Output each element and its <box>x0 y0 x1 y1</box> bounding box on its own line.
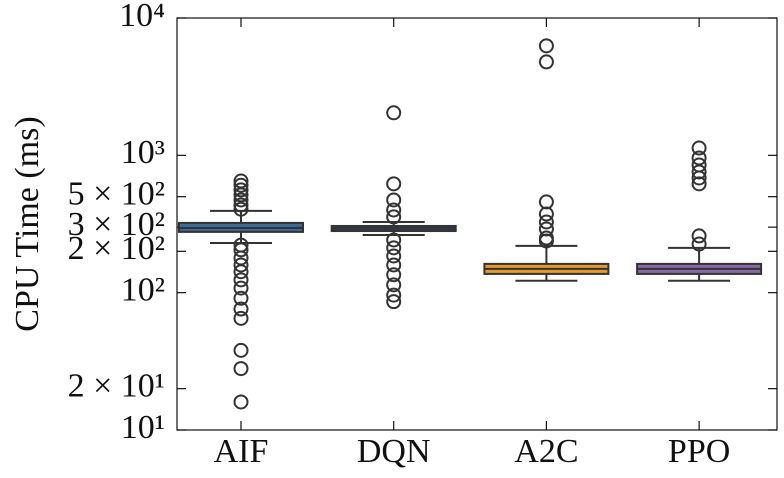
outlier <box>233 290 249 306</box>
outlier <box>233 342 249 358</box>
outlier <box>233 242 249 258</box>
outlier <box>538 206 554 222</box>
y-tick-label: 10³ <box>121 134 165 171</box>
outlier <box>538 194 554 210</box>
outlier <box>691 236 707 252</box>
outlier <box>233 264 249 280</box>
outlier <box>233 272 249 288</box>
y-tick-label: 10⁴ <box>119 0 165 34</box>
outlier <box>386 176 402 192</box>
outlier <box>386 267 402 283</box>
outlier <box>386 240 402 256</box>
y-tick-label: 2 × 10¹ <box>68 367 165 404</box>
x-tick-label: AIF <box>214 433 269 470</box>
outlier <box>538 233 554 249</box>
outlier <box>233 394 249 410</box>
outlier <box>386 232 402 248</box>
outlier <box>386 209 402 225</box>
outlier <box>233 361 249 377</box>
outlier <box>233 197 249 213</box>
outlier <box>386 105 402 121</box>
outlier <box>233 177 249 193</box>
outlier <box>386 257 402 273</box>
outlier <box>691 170 707 186</box>
outlier <box>233 187 249 203</box>
x-tick-label: A2C <box>514 433 578 470</box>
outlier <box>691 140 707 156</box>
x-tick-label: DQN <box>357 433 431 470</box>
y-tick-label: 5 × 10² <box>68 175 165 212</box>
y-axis-label: CPU Time (ms) <box>9 116 46 331</box>
outlier <box>233 201 249 217</box>
plot-frame <box>176 17 778 431</box>
outlier <box>233 257 249 273</box>
outlier <box>233 280 249 296</box>
y-tick-label: 2 × 10² <box>68 230 165 267</box>
outlier <box>233 310 249 326</box>
outlier <box>386 248 402 264</box>
outlier <box>691 164 707 180</box>
outlier <box>386 192 402 208</box>
y-tick-label: 10¹ <box>121 409 165 446</box>
outlier <box>386 277 402 293</box>
outlier <box>691 176 707 192</box>
outlier <box>233 301 249 317</box>
outlier <box>538 38 554 54</box>
outlier <box>691 228 707 244</box>
outlier <box>233 192 249 208</box>
outlier <box>538 214 554 230</box>
outlier <box>386 294 402 310</box>
outlier <box>538 221 554 237</box>
y-tick-label: 3 × 10² <box>68 206 165 243</box>
outlier <box>233 182 249 198</box>
y-tick-label: 10² <box>121 271 165 308</box>
x-tick-label: PPO <box>668 433 730 470</box>
outlier <box>386 287 402 303</box>
outlier <box>538 54 554 70</box>
outlier <box>386 202 402 218</box>
